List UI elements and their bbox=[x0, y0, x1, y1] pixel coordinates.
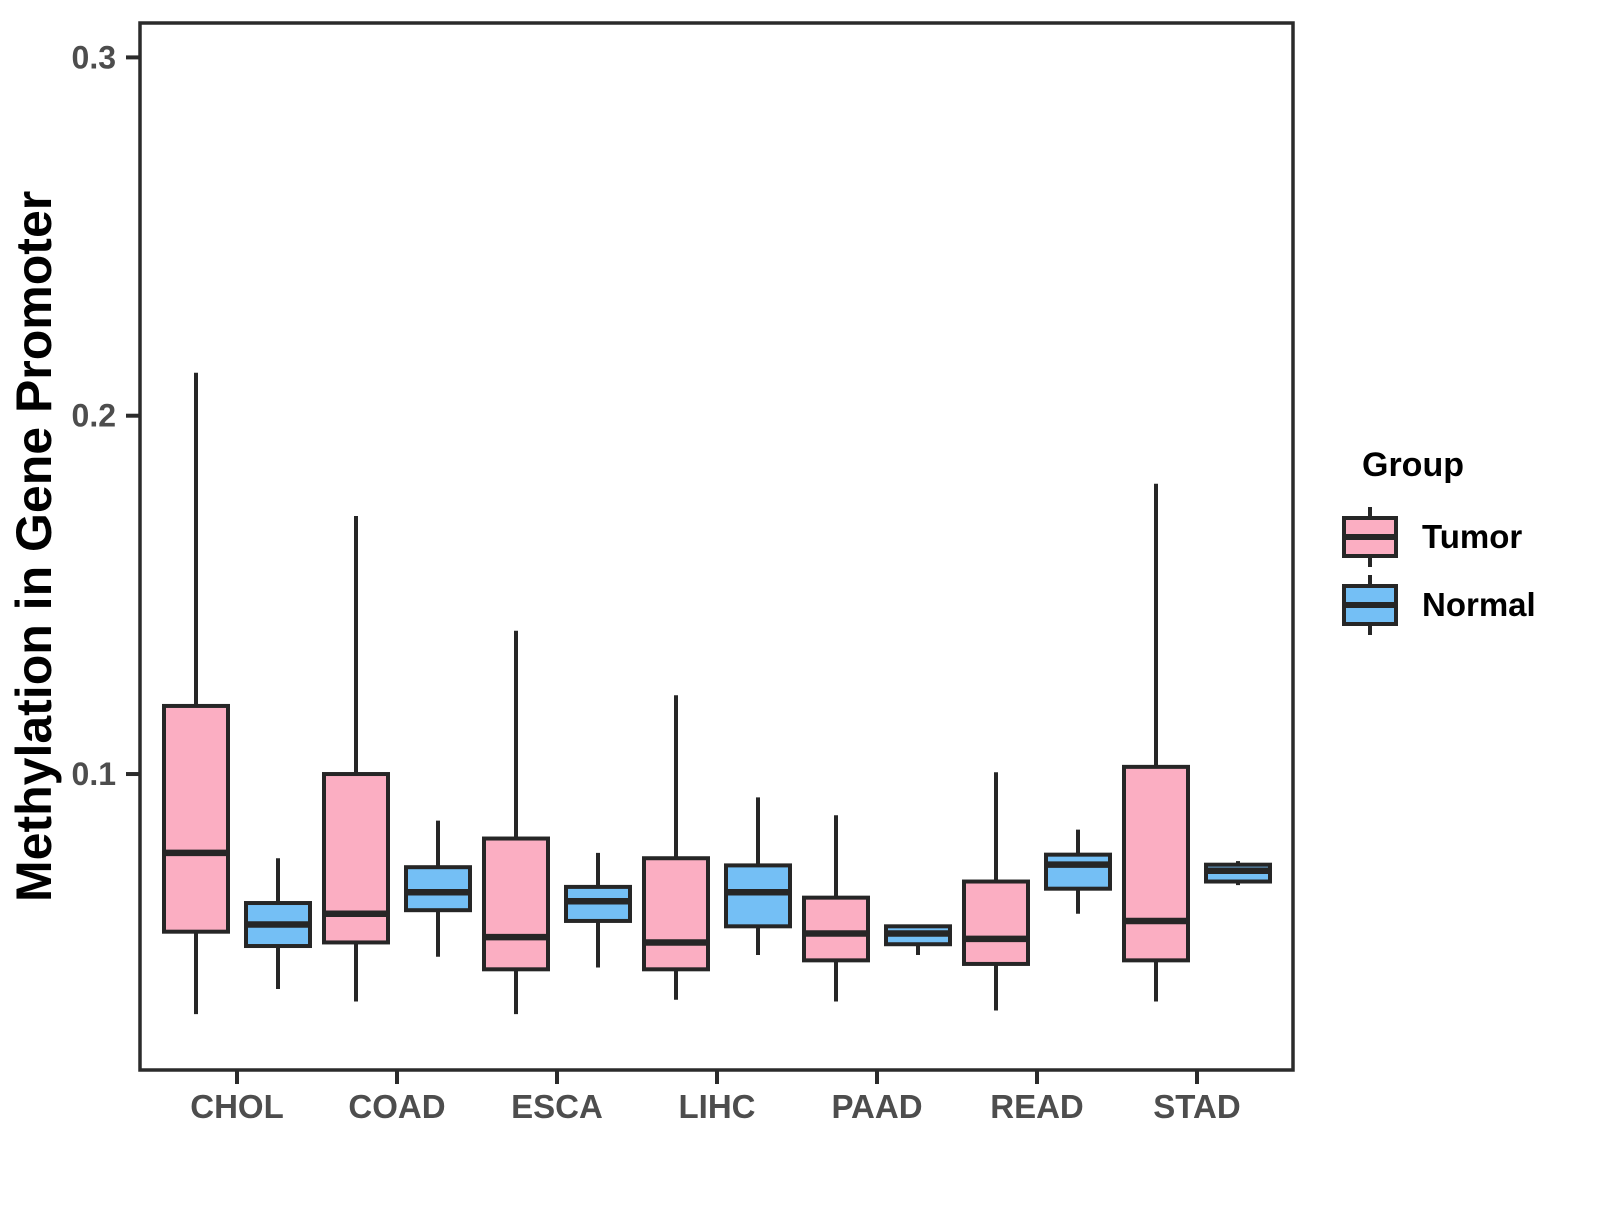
x-tick-label-esca: ESCA bbox=[511, 1088, 603, 1125]
normal-boxplot-key-icon bbox=[1342, 575, 1398, 635]
y-tick-label: 0.1 bbox=[72, 756, 116, 792]
x-tick-label-chol: CHOL bbox=[190, 1088, 284, 1125]
box-normal-coad bbox=[404, 865, 472, 913]
y-tick-label: 0.2 bbox=[72, 398, 116, 434]
y-tick-label: 0.3 bbox=[72, 39, 116, 75]
x-tick-label-read: READ bbox=[990, 1088, 1084, 1125]
x-tick-label-coad: COAD bbox=[348, 1088, 445, 1125]
box-tumor-chol bbox=[162, 703, 230, 934]
x-tick-label-lihc: LIHC bbox=[679, 1088, 756, 1125]
legend-item-tumor: Tumor bbox=[1340, 503, 1536, 571]
box-tumor-coad bbox=[322, 772, 390, 945]
box-normal-read bbox=[1044, 852, 1112, 891]
box-tumor-esca bbox=[482, 836, 550, 972]
x-tick-label-stad: STAD bbox=[1153, 1088, 1240, 1125]
box-tumor-lihc bbox=[642, 856, 710, 972]
legend-item-normal: Normal bbox=[1340, 571, 1536, 639]
box-tumor-read bbox=[962, 879, 1030, 966]
legend: Group Tumor Normal bbox=[1340, 446, 1536, 639]
legend-label-tumor: Tumor bbox=[1422, 518, 1523, 555]
y-axis-title: Methylation in Gene Promoter bbox=[6, 190, 62, 903]
plot-panel bbox=[138, 21, 1295, 1072]
box-tumor-stad bbox=[1122, 764, 1190, 963]
box-tumor-paad bbox=[802, 895, 870, 963]
x-tick-label-paad: PAAD bbox=[831, 1088, 922, 1125]
tumor-boxplot-key-icon bbox=[1342, 507, 1398, 567]
box-normal-lihc bbox=[724, 863, 792, 929]
legend-label-normal: Normal bbox=[1422, 586, 1536, 623]
legend-title: Group bbox=[1362, 446, 1464, 484]
